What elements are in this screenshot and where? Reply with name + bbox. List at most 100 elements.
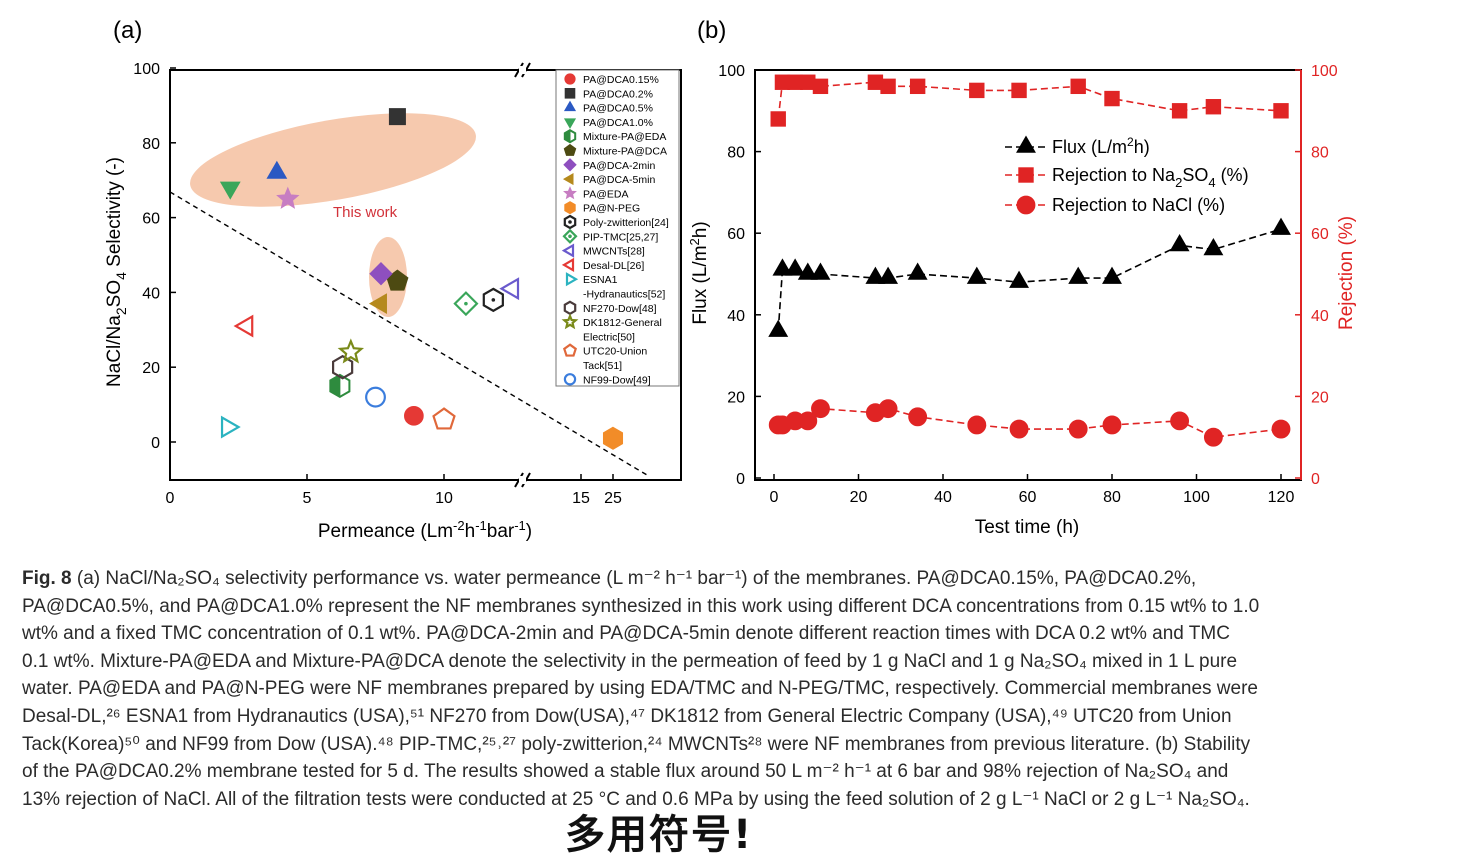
legend-label: Tack[51]	[583, 360, 622, 372]
data-point	[368, 293, 387, 315]
legend-marker	[562, 173, 574, 186]
y-tick-label-right: 20	[1311, 389, 1329, 406]
legend-label: PA@DCA-5min	[583, 174, 655, 186]
data-point	[1009, 419, 1029, 439]
caption-line: 13% rejection of NaCl. All of the filtra…	[22, 788, 1250, 810]
x-tick-label: 10	[435, 490, 453, 507]
legend-marker	[563, 118, 577, 129]
data-point	[1273, 103, 1289, 119]
legend-label: DK1812-General	[583, 317, 662, 329]
caption-line: water. PA@EDA and PA@N-PEG were NF membr…	[22, 678, 1258, 700]
caption-line: PA@DCA0.5%, and PA@DCA1.0% represent the…	[22, 595, 1260, 617]
data-point	[768, 319, 789, 337]
y-tick-label: 100	[718, 63, 745, 80]
data-point	[1102, 266, 1122, 284]
data-point	[1205, 99, 1222, 115]
data-point	[1011, 82, 1027, 99]
data-point	[365, 386, 386, 408]
data-point	[388, 108, 406, 126]
x-tick-label: 60	[1019, 489, 1037, 506]
data-point	[1271, 419, 1291, 439]
caption-line: Desal-DL,²⁶ ESNA1 from Hydranautics (USA…	[22, 705, 1232, 727]
data-point	[865, 266, 886, 284]
y-tick-label: 80	[727, 145, 745, 162]
y-tick-label: 20	[727, 389, 745, 406]
x-tick-label: 40	[934, 489, 952, 506]
data-point	[404, 405, 424, 426]
data-point	[798, 411, 818, 431]
legend-marker	[564, 73, 576, 85]
data-point	[276, 186, 300, 209]
trend-line	[169, 191, 648, 476]
x-tick-label: 20	[850, 489, 868, 506]
legend-label: Mixture-PA@DCA	[583, 146, 667, 158]
data-point	[810, 262, 831, 280]
legend-marker	[563, 158, 577, 172]
legend-label: Desal-DL[26]	[583, 260, 644, 272]
data-point	[967, 415, 987, 435]
legend-marker	[563, 129, 577, 144]
legend-marker	[1016, 135, 1036, 153]
data-point	[797, 262, 818, 280]
data-point	[331, 354, 354, 380]
legend-label: -Hydranautics[52]	[583, 289, 665, 301]
caption-line: of the PA@DCA0.2% membrane tested for 5 …	[22, 761, 1229, 783]
data-point	[785, 258, 806, 276]
data-point	[770, 111, 786, 127]
data-point	[1104, 90, 1120, 107]
y-tick-label: 40	[142, 285, 160, 302]
series-line	[777, 228, 1282, 332]
caption-figure-label: Fig. 8	[22, 568, 72, 589]
legend-label: PA@DCA0.15%	[583, 74, 659, 86]
legend-label: MWCNTs[28]	[583, 246, 645, 258]
legend-label: PA@DCA-2min	[583, 160, 655, 172]
y-tick-label: 40	[727, 308, 745, 325]
caption-line: wt% and a fixed TMC concentration of 0.1…	[22, 623, 1230, 645]
data-point	[369, 261, 393, 286]
overlay-text: 多用符号!	[565, 812, 754, 858]
axis-break-gap	[519, 66, 526, 74]
y-tick-label-right: 0	[1311, 471, 1320, 488]
data-point	[220, 415, 241, 439]
y-tick-label: 0	[736, 471, 745, 488]
axis-break-gap	[519, 476, 526, 484]
legend-label: PA@DCA1.0%	[583, 117, 653, 129]
legend-label: Rejection to Na2SO4 (%)	[1052, 165, 1249, 190]
legend-label: Poly-zwitterion[24]	[583, 217, 669, 229]
data-point	[482, 287, 504, 313]
y-tick-label: 80	[142, 136, 160, 153]
legend-marker	[564, 201, 576, 215]
x-tick-label: 5	[303, 490, 312, 507]
legend-label: Flux (L/m2h)	[1052, 135, 1150, 157]
y-tick-label: 0	[151, 435, 160, 452]
data-point	[1203, 427, 1223, 447]
data-point	[453, 291, 479, 317]
data-point	[1169, 233, 1190, 252]
legend-marker	[561, 243, 575, 258]
panel-a-label: (a)	[113, 17, 142, 44]
y-tick-label: 100	[133, 61, 160, 78]
y-tick-label-right: 100	[1311, 63, 1338, 80]
data-point	[908, 407, 928, 427]
figure-caption: Fig. 8 (a) NaCl/Na₂SO₄ selectivity perfo…	[22, 565, 1440, 813]
legend-box	[555, 69, 680, 387]
legend-label: NF270-Dow[48]	[583, 303, 657, 315]
y-axis-label-left: Flux (L/m2h)	[687, 221, 711, 324]
legend-label: NF99-Dow[49]	[583, 374, 651, 386]
legend-label: UTC20-Union	[583, 346, 647, 358]
legend-label: PA@DCA0.2%	[583, 88, 653, 100]
plot-frame	[169, 69, 682, 481]
data-point	[1271, 217, 1291, 235]
y-tick-label: 60	[142, 211, 160, 228]
data-point	[499, 277, 520, 301]
data-point	[266, 160, 288, 179]
legend-marker	[565, 272, 579, 287]
caption-line: 0.1 wt%. Mixture-PA@EDA and Mixture-PA@D…	[22, 650, 1238, 672]
x-axis-label: Test time (h)	[975, 517, 1080, 538]
legend-label: Mixture-PA@EDA	[583, 131, 666, 143]
legend-marker	[563, 214, 577, 230]
legend-marker	[563, 343, 577, 357]
y-axis-label: NaCl/Na2SO4 Selectivity (-)	[104, 157, 129, 387]
legend-label: Electric[50]	[583, 331, 635, 343]
data-point	[878, 266, 899, 284]
